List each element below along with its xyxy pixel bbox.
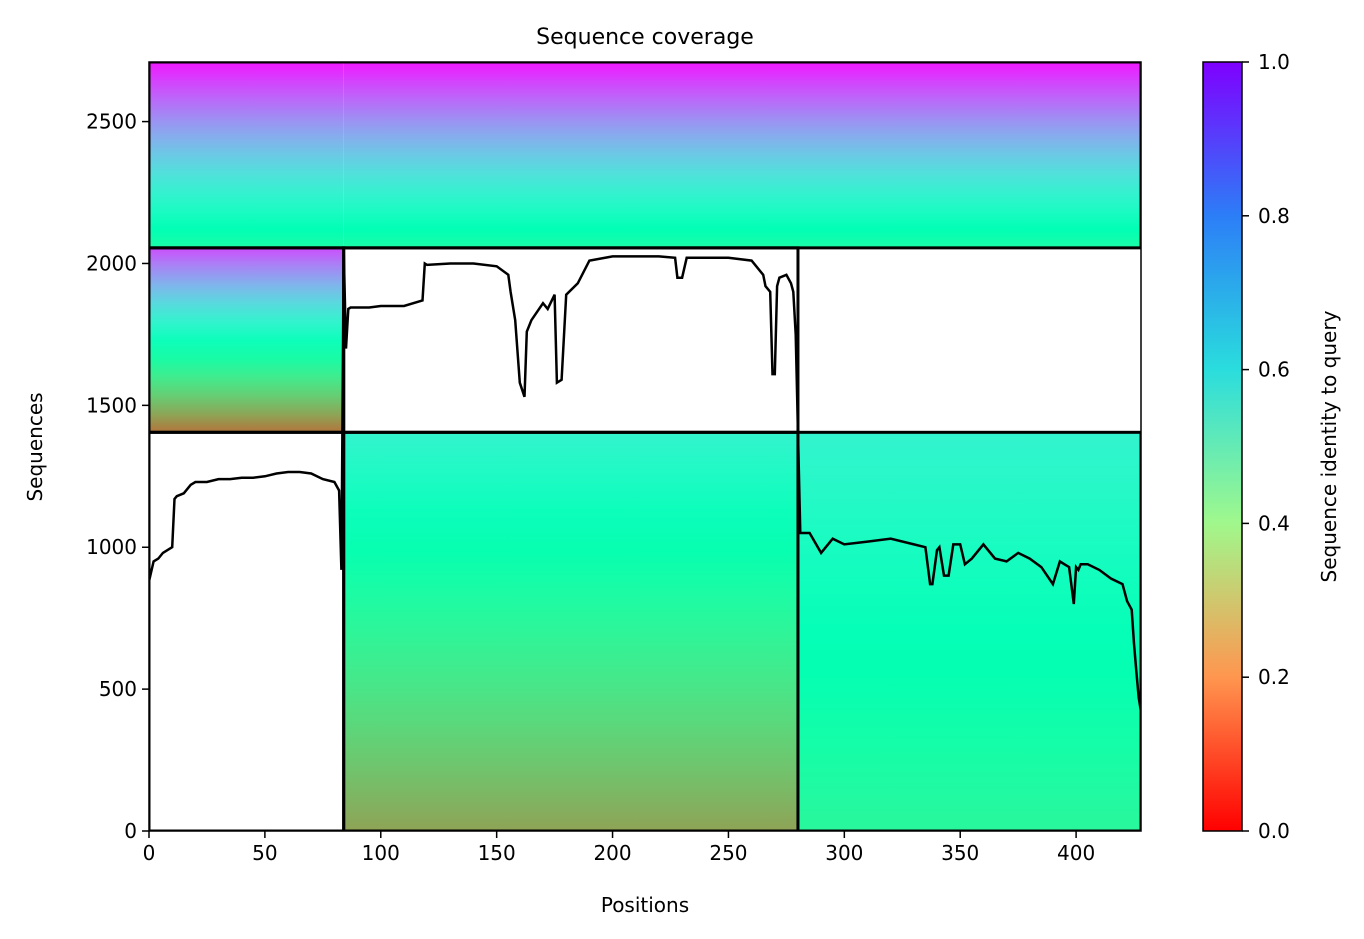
segment-border <box>342 246 800 434</box>
x-tick-label: 400 <box>1057 841 1095 865</box>
identity-block <box>149 62 344 248</box>
x-tick-label: 200 <box>593 841 631 865</box>
x-tick-label: 300 <box>825 841 863 865</box>
segment-border <box>149 62 1141 250</box>
x-tick-label: 50 <box>252 841 277 865</box>
y-tick-label: 2500 <box>86 110 137 134</box>
chart-title: Sequence coverage <box>536 25 754 50</box>
colorbar-label: Sequence identity to query <box>1317 310 1341 582</box>
identity-block <box>149 247 344 433</box>
x-tick-label: 100 <box>362 841 400 865</box>
y-tick-label: 1500 <box>86 393 137 417</box>
colorbar-tick-label: 1.0 <box>1258 50 1290 74</box>
colorbar-tick-label: 0.2 <box>1258 665 1290 689</box>
y-tick-label: 500 <box>99 677 137 701</box>
colorbar-gradient <box>1202 61 1243 832</box>
colorbar-tick-label: 0.0 <box>1258 819 1290 843</box>
identity-block <box>797 432 1141 831</box>
x-axis-label: Positions <box>601 893 689 917</box>
colorbar: 0.0 0.2 0.4 0.6 0.8 1.0 Sequence identity to … <box>1202 50 1341 843</box>
y-axis-label: Sequences <box>23 392 47 501</box>
segment-border <box>342 430 800 831</box>
coverage-line <box>149 249 1141 712</box>
plot-frame <box>148 61 1142 832</box>
y-tick-label: 1000 <box>86 535 137 559</box>
y-tick-label: 2000 <box>86 251 137 275</box>
segment-border <box>149 430 346 831</box>
plot-area <box>148 61 1142 832</box>
x-tick-label: 350 <box>941 841 979 865</box>
x-tick-label: 250 <box>709 841 747 865</box>
x-tick-label: 0 <box>143 841 156 865</box>
colorbar-tick-label: 0.4 <box>1258 511 1290 535</box>
y-axis: 0 500 1000 1500 2000 2500 <box>86 110 149 843</box>
y-tick-label: 0 <box>124 819 137 843</box>
colorbar-tick-label: 0.8 <box>1258 204 1290 228</box>
colorbar-tick-label: 0.6 <box>1258 358 1290 382</box>
x-tick-label: 150 <box>478 841 516 865</box>
x-axis: 0 50 100 150 200 250 300 350 400 <box>143 831 1095 865</box>
identity-block <box>343 432 798 831</box>
identity-block <box>343 62 1141 248</box>
